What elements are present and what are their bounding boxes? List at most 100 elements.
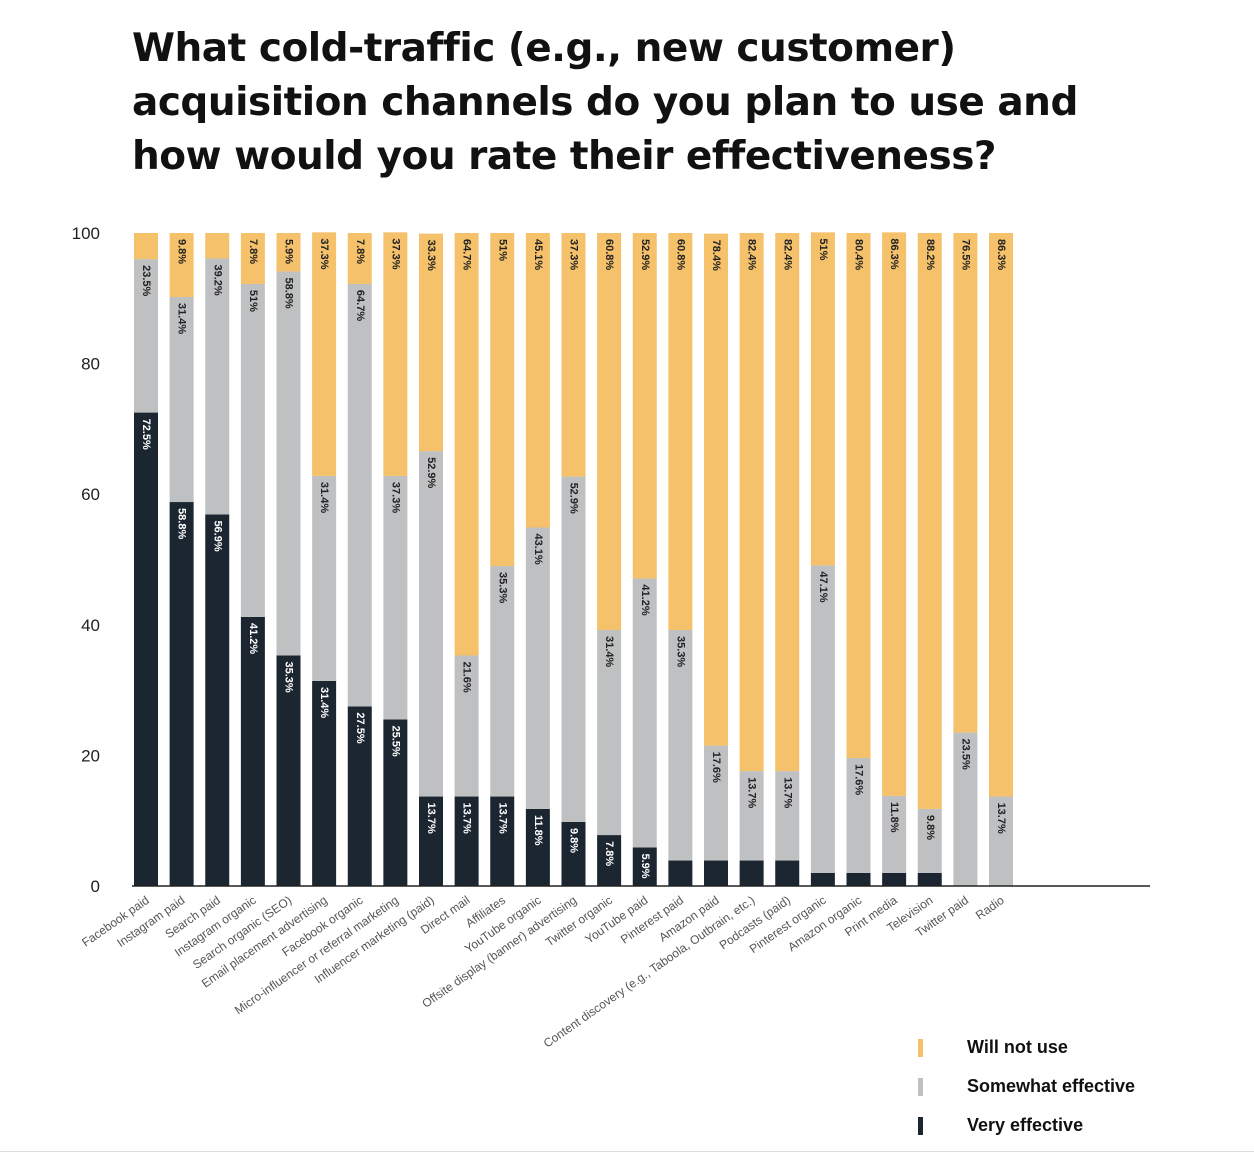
bar-segment-somewhat-effective — [561, 476, 586, 823]
segment-value-label: 21.6% — [461, 661, 473, 692]
segment-value-label: 17.6% — [710, 752, 722, 783]
segment-value-label: 43.1% — [532, 534, 544, 565]
legend-swatch-somewhat-effective — [918, 1077, 923, 1096]
legend-label-very-effective: Very effective — [967, 1115, 1084, 1135]
legend-item-very-effective: Very effective — [918, 1106, 1135, 1145]
bar-segment-somewhat-effective — [454, 655, 479, 797]
bar-segment-will-not-use — [775, 233, 800, 772]
bar-segment-will-not-use — [312, 232, 337, 476]
bar-segment-will-not-use — [989, 233, 1013, 797]
segment-value-label: 7.8% — [354, 239, 366, 264]
bar-segment-will-not-use — [347, 233, 372, 284]
segment-value-label: 45.1% — [532, 239, 544, 270]
segment-value-label: 23.5% — [959, 739, 971, 770]
bar-segment-very-effective — [419, 796, 443, 886]
segment-value-label: 11.8% — [888, 802, 900, 833]
legend-label-will-not-use: Will not use — [967, 1037, 1068, 1057]
bar-segment-somewhat-effective — [775, 771, 800, 861]
bar-segment-very-effective — [169, 502, 194, 886]
bar-segment-somewhat-effective — [525, 527, 550, 809]
bar-segment-will-not-use — [882, 232, 907, 796]
bar-segment-will-not-use — [597, 233, 622, 631]
segment-value-label: 47.1% — [817, 571, 829, 602]
segment-value-label: 58.8% — [283, 278, 295, 309]
segment-value-label: 37.3% — [389, 482, 401, 513]
segment-value-label: 86.3% — [995, 239, 1007, 270]
bar-segment-somewhat-effective — [917, 808, 942, 873]
segment-value-label: 25.5% — [389, 725, 401, 756]
bar-segment-very-effective — [632, 847, 657, 886]
segment-value-label: 31.4% — [603, 636, 615, 667]
bar-segment-somewhat-effective — [169, 296, 194, 503]
bar-segment-somewhat-effective — [419, 451, 443, 797]
bar-segment-somewhat-effective — [347, 283, 372, 707]
bar-segment-will-not-use — [134, 233, 158, 260]
segment-value-label: 31.4% — [318, 687, 330, 718]
footer-divider — [0, 1151, 1254, 1152]
bar-segment-very-effective — [276, 655, 301, 886]
legend-swatch-will-not-use — [918, 1038, 923, 1057]
bar-segment-very-effective — [383, 719, 408, 886]
title-line-1: What cold-traffic (e.g., new customer) — [132, 26, 956, 71]
y-tick-label: 0 — [91, 877, 100, 896]
bar-segment-somewhat-effective — [810, 565, 835, 873]
bar-segment-very-effective — [739, 860, 764, 886]
segment-value-label: 27.5% — [354, 712, 366, 743]
segment-value-label: 51% — [817, 238, 829, 260]
segment-value-label: 78.4% — [710, 240, 722, 271]
segment-value-label: 51% — [247, 290, 259, 312]
segment-value-label: 88.2% — [924, 239, 936, 270]
bar-segment-will-not-use — [810, 232, 835, 566]
bar-segment-somewhat-effective — [953, 732, 978, 886]
segment-value-label: 37.3% — [318, 238, 330, 269]
bar-segment-somewhat-effective — [276, 271, 301, 656]
bar-segment-somewhat-effective — [668, 630, 693, 861]
bar-segment-will-not-use — [205, 233, 230, 259]
bar-segment-very-effective — [810, 872, 835, 886]
bar-segment-very-effective — [668, 860, 693, 886]
segment-value-label: 58.8% — [176, 508, 188, 539]
bar-segment-very-effective — [347, 706, 372, 886]
segment-value-label: 13.7% — [995, 803, 1007, 834]
bar-segment-will-not-use — [525, 233, 550, 528]
legend-item-will-not-use: Will not use — [918, 1028, 1135, 1067]
segment-value-label: 11.8% — [532, 815, 544, 846]
chart-title: What cold-traffic (e.g., new customer) a… — [132, 22, 1212, 184]
bar-segment-very-effective — [490, 796, 515, 886]
segment-value-label: 5.9% — [283, 239, 295, 264]
bar-segment-will-not-use — [240, 233, 265, 284]
bar-segment-very-effective — [134, 412, 158, 886]
segment-value-label: 9.8% — [176, 239, 188, 264]
bar-segment-somewhat-effective — [205, 258, 230, 515]
bar-segment-somewhat-effective — [882, 795, 907, 873]
segment-labels: 72.5% 23.5% 58.8% 31.4% 9.8% 56.9% 39.2% 41.2% 5… — [140, 238, 1007, 878]
bar-segment-somewhat-effective — [704, 745, 728, 861]
bar-segment-very-effective — [454, 796, 479, 886]
y-tick-label: 20 — [81, 746, 100, 765]
y-tick-label: 40 — [81, 616, 100, 635]
bar-segment-very-effective — [312, 680, 337, 886]
segment-value-label: 7.8% — [603, 841, 615, 866]
bar-segment-very-effective — [525, 808, 550, 886]
segment-value-label: 35.3% — [283, 661, 295, 692]
segment-value-label: 76.5% — [959, 239, 971, 270]
bar-segment-somewhat-effective — [597, 630, 622, 836]
segment-value-label: 37.3% — [389, 238, 401, 269]
segment-value-label: 35.3% — [496, 572, 508, 603]
bar-segment-will-not-use — [668, 233, 693, 631]
bar-segment-very-effective — [205, 514, 230, 886]
bar-segment-very-effective — [561, 822, 586, 886]
segment-value-label: 51% — [496, 239, 508, 261]
bar-segment-somewhat-effective — [989, 796, 1013, 886]
segment-value-label: 13.7% — [461, 803, 473, 834]
title-line-2: acquisition channels do you plan to use … — [132, 80, 1078, 125]
title-line-3: how would you rate their effectiveness? — [132, 134, 997, 179]
bar-segment-very-effective — [917, 872, 942, 886]
bar-segment-will-not-use — [953, 233, 978, 733]
bar-segment-will-not-use — [561, 233, 586, 477]
segment-value-label: 5.9% — [639, 853, 651, 878]
y-axis-ticks: 0 20 40 60 80 100 — [72, 224, 100, 896]
legend-item-somewhat-effective: Somewhat effective — [918, 1067, 1135, 1106]
